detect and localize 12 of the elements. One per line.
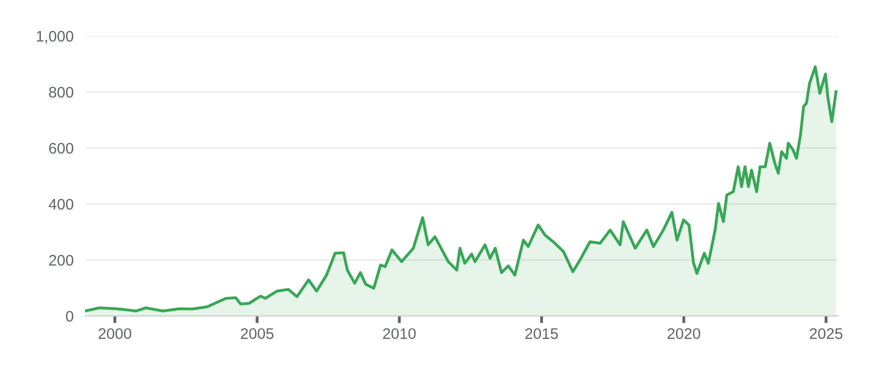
y-tick-label: 600 [49,142,74,154]
y-tick-label: 0 [66,310,74,322]
x-tick-label: 2010 [383,328,416,340]
y-tick-label: 800 [49,86,74,98]
y-tick-label: 400 [48,198,74,210]
y-tick-label: 1,000 [36,30,74,44]
x-tick-label: 2025 [810,328,842,340]
x-tick-label: 2000 [98,328,132,340]
x-tick-label: 2015 [525,328,558,340]
x-tick-label: 2005 [240,328,274,340]
x-tick-label: 2020 [668,328,700,340]
y-tick-label: 200 [49,254,74,266]
